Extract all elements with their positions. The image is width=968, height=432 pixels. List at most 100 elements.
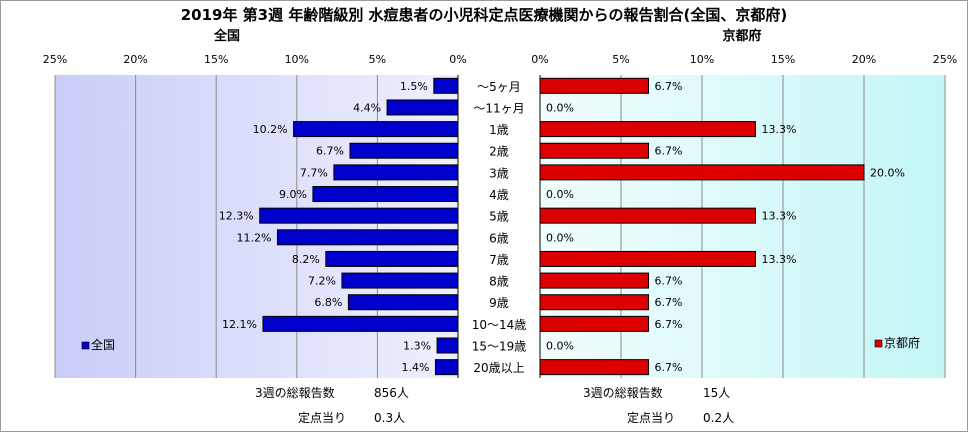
bar-nationwide bbox=[386, 99, 459, 116]
data-label-nationwide: 4.4% bbox=[353, 101, 381, 114]
bar-kyoto bbox=[539, 294, 650, 311]
left-tick-labels: 25% 20% 15% 10% 5% 0% bbox=[43, 53, 467, 66]
category-label: 6歳 bbox=[489, 231, 509, 245]
legend-left: 全国 bbox=[81, 337, 115, 352]
right-per-value: 0.2人 bbox=[703, 411, 734, 425]
bar-nationwide bbox=[259, 207, 459, 224]
data-label-kyoto: 0.0% bbox=[546, 101, 574, 114]
category-label: 1歳 bbox=[489, 123, 509, 137]
data-label-nationwide: 12.3% bbox=[219, 210, 254, 223]
left-bars bbox=[259, 77, 459, 376]
bar-nationwide bbox=[434, 359, 459, 376]
data-label-kyoto: 13.3% bbox=[761, 253, 796, 266]
bar-kyoto bbox=[539, 359, 650, 376]
data-label-kyoto: 6.7% bbox=[655, 361, 683, 374]
category-label: 4歳 bbox=[489, 188, 509, 202]
bar-kyoto bbox=[539, 272, 650, 289]
left-plot-area bbox=[55, 75, 458, 378]
category-label: 7歳 bbox=[489, 253, 509, 267]
legend-swatch-nationwide bbox=[81, 341, 90, 350]
data-label-kyoto: 6.7% bbox=[655, 80, 683, 93]
tick-label: 25% bbox=[43, 53, 67, 66]
tick-label: 0% bbox=[449, 53, 466, 66]
left-panel-title: 全国 bbox=[213, 28, 240, 44]
left-per-value: 0.3人 bbox=[374, 411, 405, 425]
bar-kyoto bbox=[539, 250, 756, 267]
legend-label-nationwide: 全国 bbox=[91, 337, 115, 352]
legend-label-kyoto: 京都府 bbox=[884, 335, 920, 350]
left-total-label: 3週の総報告数 bbox=[255, 385, 335, 400]
bar-kyoto bbox=[539, 315, 650, 332]
data-label-nationwide: 7.7% bbox=[300, 166, 328, 179]
data-label-kyoto: 20.0% bbox=[870, 166, 905, 179]
tick-label: 15% bbox=[204, 53, 228, 66]
data-label-kyoto: 0.0% bbox=[546, 340, 574, 353]
bar-nationwide bbox=[341, 272, 459, 289]
bar-kyoto bbox=[539, 121, 756, 138]
data-label-kyoto: 6.7% bbox=[655, 296, 683, 309]
data-label-nationwide: 10.2% bbox=[253, 123, 288, 136]
bar-kyoto bbox=[539, 77, 650, 94]
data-label-nationwide: 7.2% bbox=[308, 275, 336, 288]
data-label-kyoto: 0.0% bbox=[546, 188, 574, 201]
legend-swatch-kyoto bbox=[874, 339, 883, 348]
bar-nationwide bbox=[293, 121, 459, 138]
bar-nationwide bbox=[349, 142, 459, 159]
data-label-nationwide: 6.7% bbox=[316, 145, 344, 158]
data-label-nationwide: 1.5% bbox=[400, 80, 428, 93]
data-label-kyoto: 6.7% bbox=[655, 145, 683, 158]
data-label-kyoto: 13.3% bbox=[761, 210, 796, 223]
category-label: 2歳 bbox=[489, 145, 509, 159]
bar-nationwide bbox=[276, 229, 459, 246]
right-bars bbox=[539, 77, 865, 376]
tick-label: 5% bbox=[612, 53, 629, 66]
data-label-kyoto: 0.0% bbox=[546, 231, 574, 244]
data-label-nationwide: 12.1% bbox=[222, 318, 257, 331]
tick-label: 20% bbox=[123, 53, 147, 66]
category-label: 20歳以上 bbox=[473, 361, 524, 375]
right-tick-labels: 0% 5% 10% 15% 20% 25% bbox=[531, 53, 957, 66]
tick-label: 15% bbox=[771, 53, 795, 66]
data-label-kyoto: 6.7% bbox=[655, 318, 683, 331]
right-per-label: 定点当り bbox=[627, 410, 675, 425]
data-label-kyoto: 13.3% bbox=[761, 123, 796, 136]
bar-nationwide bbox=[436, 337, 459, 354]
tick-label: 10% bbox=[285, 53, 309, 66]
category-label: ～11ヶ月 bbox=[473, 101, 524, 115]
tick-label: 20% bbox=[852, 53, 876, 66]
category-label: ～5ヶ月 bbox=[477, 80, 521, 94]
chart-title: 2019年 第3週 年齢階級別 水痘患者の小児科定点医療機関からの報告割合(全国… bbox=[181, 6, 788, 24]
left-total-value: 856人 bbox=[374, 386, 409, 400]
bar-nationwide bbox=[262, 315, 459, 332]
left-data-labels: 1.5% 4.4% 10.2% 6.7% 7.7% 9.0% 12.3% 11.2% 8.2% 7… bbox=[219, 80, 431, 374]
category-label: 9歳 bbox=[489, 296, 509, 310]
right-data-labels: 6.7% 0.0% 13.3% 6.7% 20.0% 0.0% 13.3% 0.0% 13.3%… bbox=[546, 80, 905, 374]
category-label: 5歳 bbox=[489, 210, 509, 224]
category-label: 3歳 bbox=[489, 166, 509, 180]
bar-nationwide bbox=[312, 186, 459, 203]
data-label-nationwide: 1.4% bbox=[401, 361, 429, 374]
data-label-nationwide: 1.3% bbox=[403, 340, 431, 353]
data-label-nationwide: 9.0% bbox=[279, 188, 307, 201]
category-label: 8歳 bbox=[489, 275, 509, 289]
tick-label: 5% bbox=[369, 53, 386, 66]
legend-right: 京都府 bbox=[874, 335, 920, 350]
data-label-nationwide: 8.2% bbox=[292, 253, 320, 266]
bar-kyoto bbox=[539, 164, 865, 181]
bar-nationwide bbox=[333, 164, 459, 181]
tick-label: 0% bbox=[531, 53, 548, 66]
bar-kyoto bbox=[539, 142, 650, 159]
bar-nationwide bbox=[325, 250, 459, 267]
data-label-nationwide: 6.8% bbox=[314, 296, 342, 309]
bar-nationwide bbox=[433, 77, 459, 94]
bar-kyoto bbox=[539, 207, 756, 224]
right-panel-title: 京都府 bbox=[722, 28, 761, 44]
category-label: 10～14歳 bbox=[472, 318, 527, 332]
tick-label: 10% bbox=[690, 53, 714, 66]
data-label-nationwide: 11.2% bbox=[237, 231, 272, 244]
tick-label: 25% bbox=[933, 53, 957, 66]
right-total-value: 15人 bbox=[703, 386, 730, 400]
data-label-kyoto: 6.7% bbox=[655, 275, 683, 288]
bar-nationwide bbox=[347, 294, 459, 311]
